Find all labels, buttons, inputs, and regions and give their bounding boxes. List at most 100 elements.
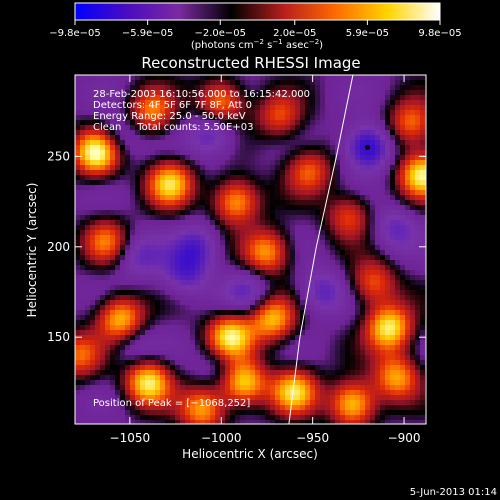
heatmap-cell xyxy=(245,270,251,276)
heatmap-cell xyxy=(280,245,286,251)
heatmap-cell xyxy=(175,195,181,201)
heatmap-cell xyxy=(380,150,386,156)
heatmap-cell xyxy=(220,165,226,171)
heatmap-cell xyxy=(155,420,161,424)
heatmap-cell xyxy=(260,120,266,126)
heatmap-cell xyxy=(175,310,181,316)
heatmap-cell xyxy=(195,155,201,161)
heatmap-cell xyxy=(105,180,111,186)
heatmap-cell xyxy=(285,355,291,361)
heatmap-cell xyxy=(145,315,151,321)
heatmap-cell xyxy=(335,190,341,196)
heatmap-cell xyxy=(420,360,426,366)
heatmap-cell xyxy=(190,120,196,126)
heatmap-cell xyxy=(150,175,156,181)
heatmap-cell xyxy=(295,125,301,131)
heatmap-cell xyxy=(150,160,156,166)
heatmap-cell xyxy=(125,285,131,291)
heatmap-cell xyxy=(225,165,231,171)
heatmap-cell xyxy=(270,125,276,131)
heatmap-cell xyxy=(275,150,281,156)
heatmap-cell xyxy=(240,230,246,236)
heatmap-cell xyxy=(390,265,396,271)
heatmap-cell xyxy=(420,345,426,351)
heatmap-cell xyxy=(330,175,336,181)
heatmap-cell xyxy=(230,245,236,251)
heatmap-cell xyxy=(280,420,286,424)
heatmap-cell xyxy=(205,370,211,376)
heatmap-cell xyxy=(190,340,196,346)
heatmap-cell xyxy=(325,320,331,326)
heatmap-cell xyxy=(370,270,376,276)
heatmap-cell xyxy=(100,410,106,416)
heatmap-cell xyxy=(165,300,171,306)
heatmap-cell xyxy=(360,235,366,241)
heatmap-cell xyxy=(275,195,281,201)
heatmap-cell xyxy=(130,355,136,361)
heatmap-cell xyxy=(410,90,416,96)
heatmap-cell xyxy=(185,140,191,146)
heatmap-cell xyxy=(370,245,376,251)
heatmap-cell xyxy=(120,290,126,296)
heatmap-cell xyxy=(190,90,196,96)
heatmap-cell xyxy=(400,390,406,396)
heatmap-cell xyxy=(180,195,186,201)
heatmap-cell xyxy=(340,100,346,106)
heatmap-cell xyxy=(305,135,311,141)
heatmap-cell xyxy=(90,345,96,351)
heatmap-cell xyxy=(100,400,106,406)
heatmap-cell xyxy=(300,420,306,424)
heatmap-cell xyxy=(415,265,421,271)
heatmap-cell xyxy=(170,225,176,231)
heatmap-cell xyxy=(260,80,266,86)
heatmap-cell xyxy=(350,85,356,91)
heatmap-cell xyxy=(215,80,221,86)
heatmap-cell xyxy=(245,135,251,141)
heatmap-cell xyxy=(210,240,216,246)
heatmap-cell xyxy=(150,170,156,176)
heatmap-cell xyxy=(120,390,126,396)
heatmap-cell xyxy=(305,200,311,206)
heatmap-cell xyxy=(110,170,116,176)
heatmap-cell xyxy=(145,285,151,291)
heatmap-cell xyxy=(275,255,281,261)
heatmap-cell xyxy=(140,235,146,241)
heatmap-cell xyxy=(275,250,281,256)
heatmap-cell xyxy=(195,185,201,191)
heatmap-cell xyxy=(265,405,271,411)
heatmap-cell xyxy=(290,155,296,161)
heatmap-cell xyxy=(85,260,91,266)
heatmap-cell xyxy=(285,335,291,341)
heatmap-cell xyxy=(290,310,296,316)
heatmap-cell xyxy=(250,415,256,421)
heatmap-cell xyxy=(170,235,176,241)
heatmap-cell xyxy=(390,165,396,171)
heatmap-cell xyxy=(365,140,371,146)
heatmap-cell xyxy=(180,160,186,166)
heatmap-cell xyxy=(205,250,211,256)
heatmap-cell xyxy=(210,355,216,361)
heatmap-cell xyxy=(330,380,336,386)
heatmap-cell xyxy=(370,325,376,331)
heatmap-cell xyxy=(230,395,236,401)
heatmap-cell xyxy=(280,375,286,381)
heatmap-cell xyxy=(205,285,211,291)
heatmap-cell xyxy=(420,175,426,181)
heatmap-cell xyxy=(330,85,336,91)
heatmap-cell xyxy=(100,85,106,91)
heatmap-cell xyxy=(410,340,416,346)
heatmap-cell xyxy=(170,95,176,101)
heatmap-cell xyxy=(350,160,356,166)
heatmap-cell xyxy=(120,225,126,231)
heatmap-cell xyxy=(225,280,231,286)
heatmap-cell xyxy=(390,300,396,306)
heatmap-cell xyxy=(255,195,261,201)
heatmap-cell xyxy=(275,175,281,181)
heatmap-cell xyxy=(120,140,126,146)
heatmap-cell xyxy=(340,75,346,81)
heatmap-cell xyxy=(140,85,146,91)
heatmap-cell xyxy=(110,210,116,216)
heatmap-cell xyxy=(75,115,81,121)
heatmap-cell xyxy=(180,225,186,231)
heatmap-cell xyxy=(340,210,346,216)
